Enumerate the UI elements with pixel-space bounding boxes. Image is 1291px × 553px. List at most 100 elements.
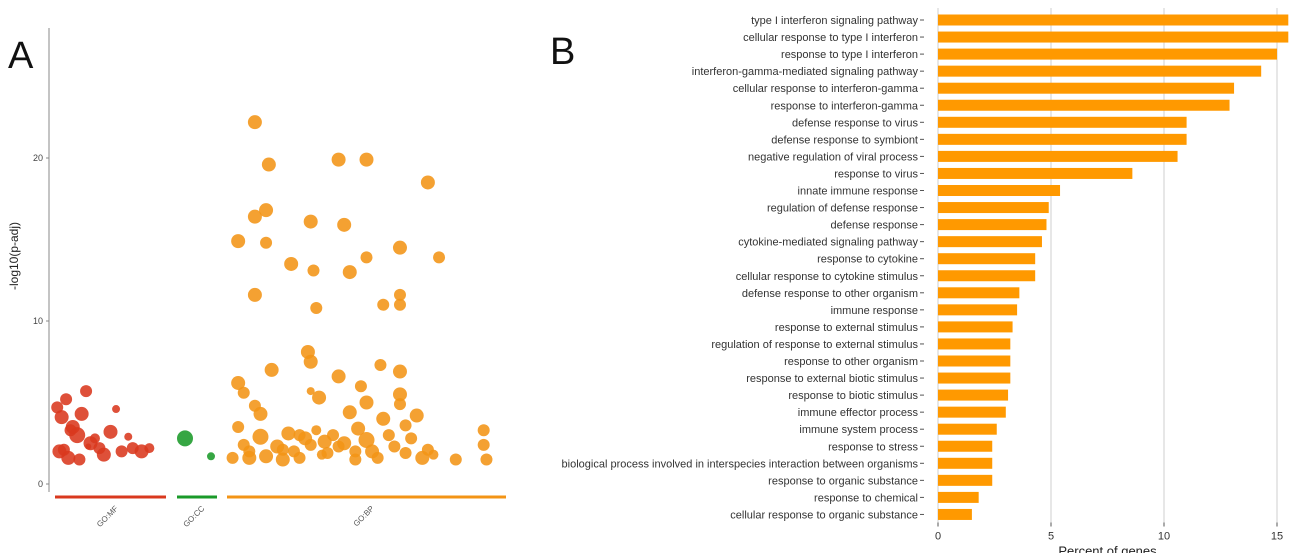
x-tick-label: 5 (1048, 530, 1054, 542)
scatter-point (351, 421, 366, 436)
scatter-point (393, 298, 406, 311)
scatter-point (103, 424, 118, 439)
category-label: response to cytokine (817, 254, 918, 266)
bar (938, 14, 1289, 26)
bar (938, 287, 1020, 299)
bar (938, 236, 1042, 248)
category-label: cytokine-mediated signaling pathway (738, 237, 918, 249)
scatter-point (304, 438, 317, 451)
scatter-point (177, 430, 193, 447)
category-label: regulation of response to external stimu… (711, 339, 918, 351)
scatter-point (420, 175, 435, 190)
scatter-point (342, 265, 357, 280)
x-tick-label: 10 (1158, 530, 1170, 542)
y-tick-label: 10 (33, 316, 43, 326)
scatter-point (376, 411, 391, 426)
category-label: response to external biotic stimulus (746, 373, 918, 385)
scatter-point (399, 419, 412, 432)
x-tick-label: 0 (935, 530, 941, 542)
scatter-point (61, 450, 76, 465)
scatter-point (85, 443, 92, 450)
scatter-point (89, 433, 100, 444)
bar (938, 65, 1262, 77)
scatter-point (480, 453, 493, 466)
scatter-point (74, 406, 89, 421)
scatter-point (399, 447, 412, 460)
category-label: defense response to symbiont (771, 134, 918, 146)
bar (938, 48, 1277, 60)
category-label: type I interferon signaling pathway (751, 15, 918, 27)
scatter-point (477, 424, 490, 437)
scatter-point (207, 452, 215, 461)
bar (938, 167, 1133, 179)
scatter-point (259, 203, 274, 218)
bar (938, 304, 1018, 316)
scatter-point (359, 395, 374, 410)
panel-a-scatter-chart: A 0 10 20 -log10(p-adj) GO:MF GO:CC GO:BP (7, 28, 506, 529)
scatter-point (477, 438, 490, 451)
bar (938, 133, 1187, 145)
x-axis-title: Percent of genes (1058, 543, 1157, 553)
scatter-point (354, 380, 367, 393)
category-label: defense response (831, 220, 918, 232)
scatter-point (327, 429, 340, 442)
category-label: cellular response to type I interferon (743, 32, 918, 44)
bar (938, 491, 979, 503)
scatter-point (337, 217, 352, 232)
scatter-point (312, 390, 327, 405)
bar (938, 202, 1049, 214)
scatter-point (284, 256, 299, 271)
scatter-point (409, 408, 424, 423)
category-label: biological process involved in interspec… (562, 458, 919, 470)
category-label: interferon-gamma-mediated signaling path… (692, 66, 919, 78)
category-label: response to biotic stimulus (788, 390, 918, 402)
category-label: negative regulation of viral process (748, 151, 918, 163)
scatter-point (261, 157, 276, 172)
scatter-point (259, 449, 274, 464)
scatter-point (253, 406, 268, 421)
scatter-point (115, 445, 128, 458)
bar (938, 406, 1006, 418)
scatter-point (433, 251, 446, 264)
scatter-point (306, 387, 315, 396)
bar (938, 270, 1036, 282)
scatter-point (337, 436, 352, 451)
category-label: response to other organism (784, 356, 918, 368)
scatter-point (342, 405, 357, 420)
category-label: cellular response to organic substance (730, 509, 918, 521)
scatter-point (382, 429, 395, 442)
scatter-point (428, 449, 439, 460)
scatter-point (293, 429, 306, 442)
bar (938, 440, 993, 452)
scatter-point (310, 301, 323, 314)
scatter-point (96, 447, 111, 462)
scatter-point (64, 424, 77, 437)
category-label: immune response (831, 305, 918, 317)
bar (938, 474, 993, 486)
scatter-point (331, 152, 346, 167)
scatter-point (360, 251, 373, 264)
scatter-point (80, 385, 93, 398)
category-label: response to interferon-gamma (771, 100, 919, 112)
panel-a-letter: A (8, 35, 34, 77)
scatter-point (281, 426, 296, 441)
group-label: GO:BP (352, 504, 376, 528)
bar (938, 457, 993, 469)
scatter-point (231, 234, 246, 249)
category-label: response to type I interferon (781, 49, 918, 61)
scatter-point (264, 362, 279, 377)
scatter-point (275, 452, 290, 467)
bar (938, 99, 1230, 111)
scatter-point (247, 287, 262, 302)
y-tick-label: 0 (38, 479, 43, 489)
y-axis-title: -log10(p-adj) (7, 222, 21, 290)
scatter-point (73, 453, 86, 466)
scatter-point (247, 115, 262, 130)
bar (938, 372, 1011, 384)
scatter-point (54, 410, 69, 425)
scatter-point (349, 453, 362, 466)
scatter-point (377, 298, 390, 311)
scatter-point (393, 288, 406, 301)
scatter-point (331, 369, 346, 384)
scatter-point (449, 453, 462, 466)
